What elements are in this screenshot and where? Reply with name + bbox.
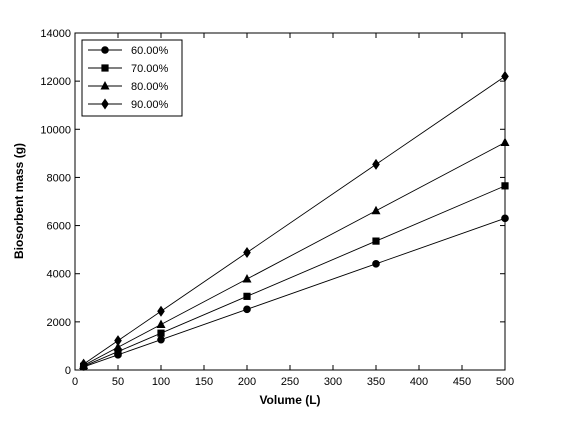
series-line-1 bbox=[83, 185, 506, 367]
series-3-point-4 bbox=[372, 158, 380, 170]
series-1-point-1 bbox=[114, 347, 122, 356]
x-axis-title: Volume (L) bbox=[259, 393, 320, 407]
y-axis-title: Biosorbent mass (g) bbox=[12, 143, 26, 259]
legend-marker-1 bbox=[101, 64, 109, 72]
series-0-point-5 bbox=[501, 214, 509, 223]
x-tick-label-4: 200 bbox=[238, 376, 256, 388]
series-3-point-0 bbox=[79, 358, 88, 370]
legend-label-0: 60.00% bbox=[131, 45, 169, 57]
x-tick-label-6: 300 bbox=[324, 376, 342, 388]
y-tick-label-5: 10000 bbox=[40, 124, 71, 136]
x-tick-label-8: 400 bbox=[410, 376, 428, 388]
series-1-point-4 bbox=[372, 237, 380, 245]
series-0-point-3 bbox=[243, 305, 251, 314]
y-tick-label-1: 2000 bbox=[47, 317, 71, 329]
x-tick-label-0: 0 bbox=[72, 376, 78, 388]
series-line-3 bbox=[83, 75, 506, 365]
series-3-point-2 bbox=[157, 305, 165, 317]
legend-marker-2 bbox=[100, 81, 110, 90]
series-lines bbox=[83, 75, 506, 368]
series-0-point-2 bbox=[157, 335, 165, 344]
y-tick-label-3: 6000 bbox=[47, 221, 71, 233]
series-2-point-4 bbox=[371, 205, 381, 215]
series-2-point-1 bbox=[113, 342, 123, 351]
axes: 0 50 100 150 200 250 300 350 400 450 500 0 2000 4000 6… bbox=[40, 28, 514, 388]
y-tick-label-2: 4000 bbox=[47, 269, 71, 281]
series-1-point-5 bbox=[501, 182, 509, 190]
series-markers bbox=[79, 70, 510, 371]
series-1-point-3 bbox=[243, 292, 251, 300]
legend-label-2: 80.00% bbox=[131, 81, 169, 93]
x-tick-label-1: 50 bbox=[112, 376, 124, 388]
legend-marker-3 bbox=[101, 98, 109, 110]
y-tick-label-0: 0 bbox=[65, 365, 71, 377]
series-3-point-5 bbox=[501, 70, 509, 82]
series-2-point-3 bbox=[242, 274, 252, 283]
series-line-0 bbox=[83, 217, 506, 368]
series-1-point-2 bbox=[157, 329, 165, 337]
x-tick-label-2: 100 bbox=[152, 376, 170, 388]
series-line-2 bbox=[83, 142, 506, 366]
series-3-point-3 bbox=[243, 247, 251, 259]
x-tick-label-9: 450 bbox=[453, 376, 471, 388]
legend-marker-0 bbox=[101, 46, 109, 54]
legend-box bbox=[81, 39, 183, 117]
legend-label-1: 70.00% bbox=[131, 63, 169, 75]
legend: 60.00% 70.00% 80.00% 90.00% bbox=[81, 39, 183, 117]
series-0-point-4 bbox=[372, 260, 380, 268]
x-tick-label-7: 350 bbox=[367, 376, 385, 388]
series-2-point-5 bbox=[500, 137, 510, 147]
y-tick-label-6: 12000 bbox=[40, 76, 71, 88]
x-tick-label-5: 250 bbox=[281, 376, 299, 388]
y-tick-label-4: 8000 bbox=[47, 172, 71, 184]
legend-label-3: 90.00% bbox=[131, 99, 169, 111]
series-2-point-2 bbox=[156, 319, 166, 329]
y-tick-label-7: 14000 bbox=[40, 28, 71, 40]
x-tick-label-3: 150 bbox=[195, 376, 213, 388]
x-tick-label-10: 500 bbox=[496, 376, 514, 388]
series-3-point-1 bbox=[114, 335, 122, 347]
